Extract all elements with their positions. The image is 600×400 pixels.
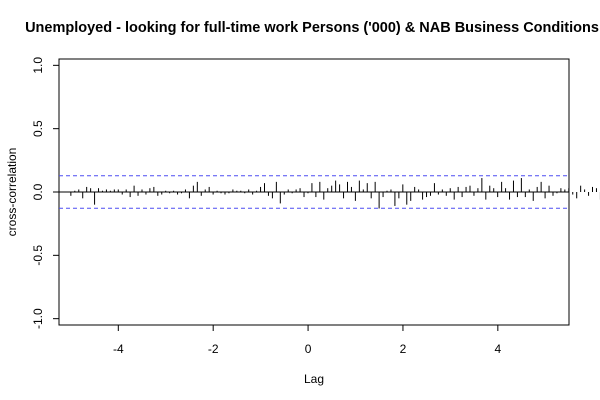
y-axis-label: cross-correlation [5,148,19,237]
x-tick-label: 4 [494,342,501,356]
x-tick-label: 0 [305,342,312,356]
x-tick-label: 2 [400,342,407,356]
x-tick-label: -2 [208,342,219,356]
y-tick-label: -0.5 [31,245,45,266]
x-axis-label: Lag [304,372,324,386]
y-tick-label: 1.0 [31,57,45,74]
y-tick-label: -1.0 [31,308,45,329]
bar-group [59,175,600,209]
chart-title: Unemployed - looking for full-time work … [25,20,599,36]
y-axis: -1.0 -0.5 0.0 0.5 1.0 [31,57,59,329]
y-tick-label: 0.0 [31,183,45,200]
y-tick-label: 0.5 [31,120,45,137]
x-tick-label: -4 [113,342,124,356]
x-axis: -4 -2 0 2 4 [113,325,501,356]
